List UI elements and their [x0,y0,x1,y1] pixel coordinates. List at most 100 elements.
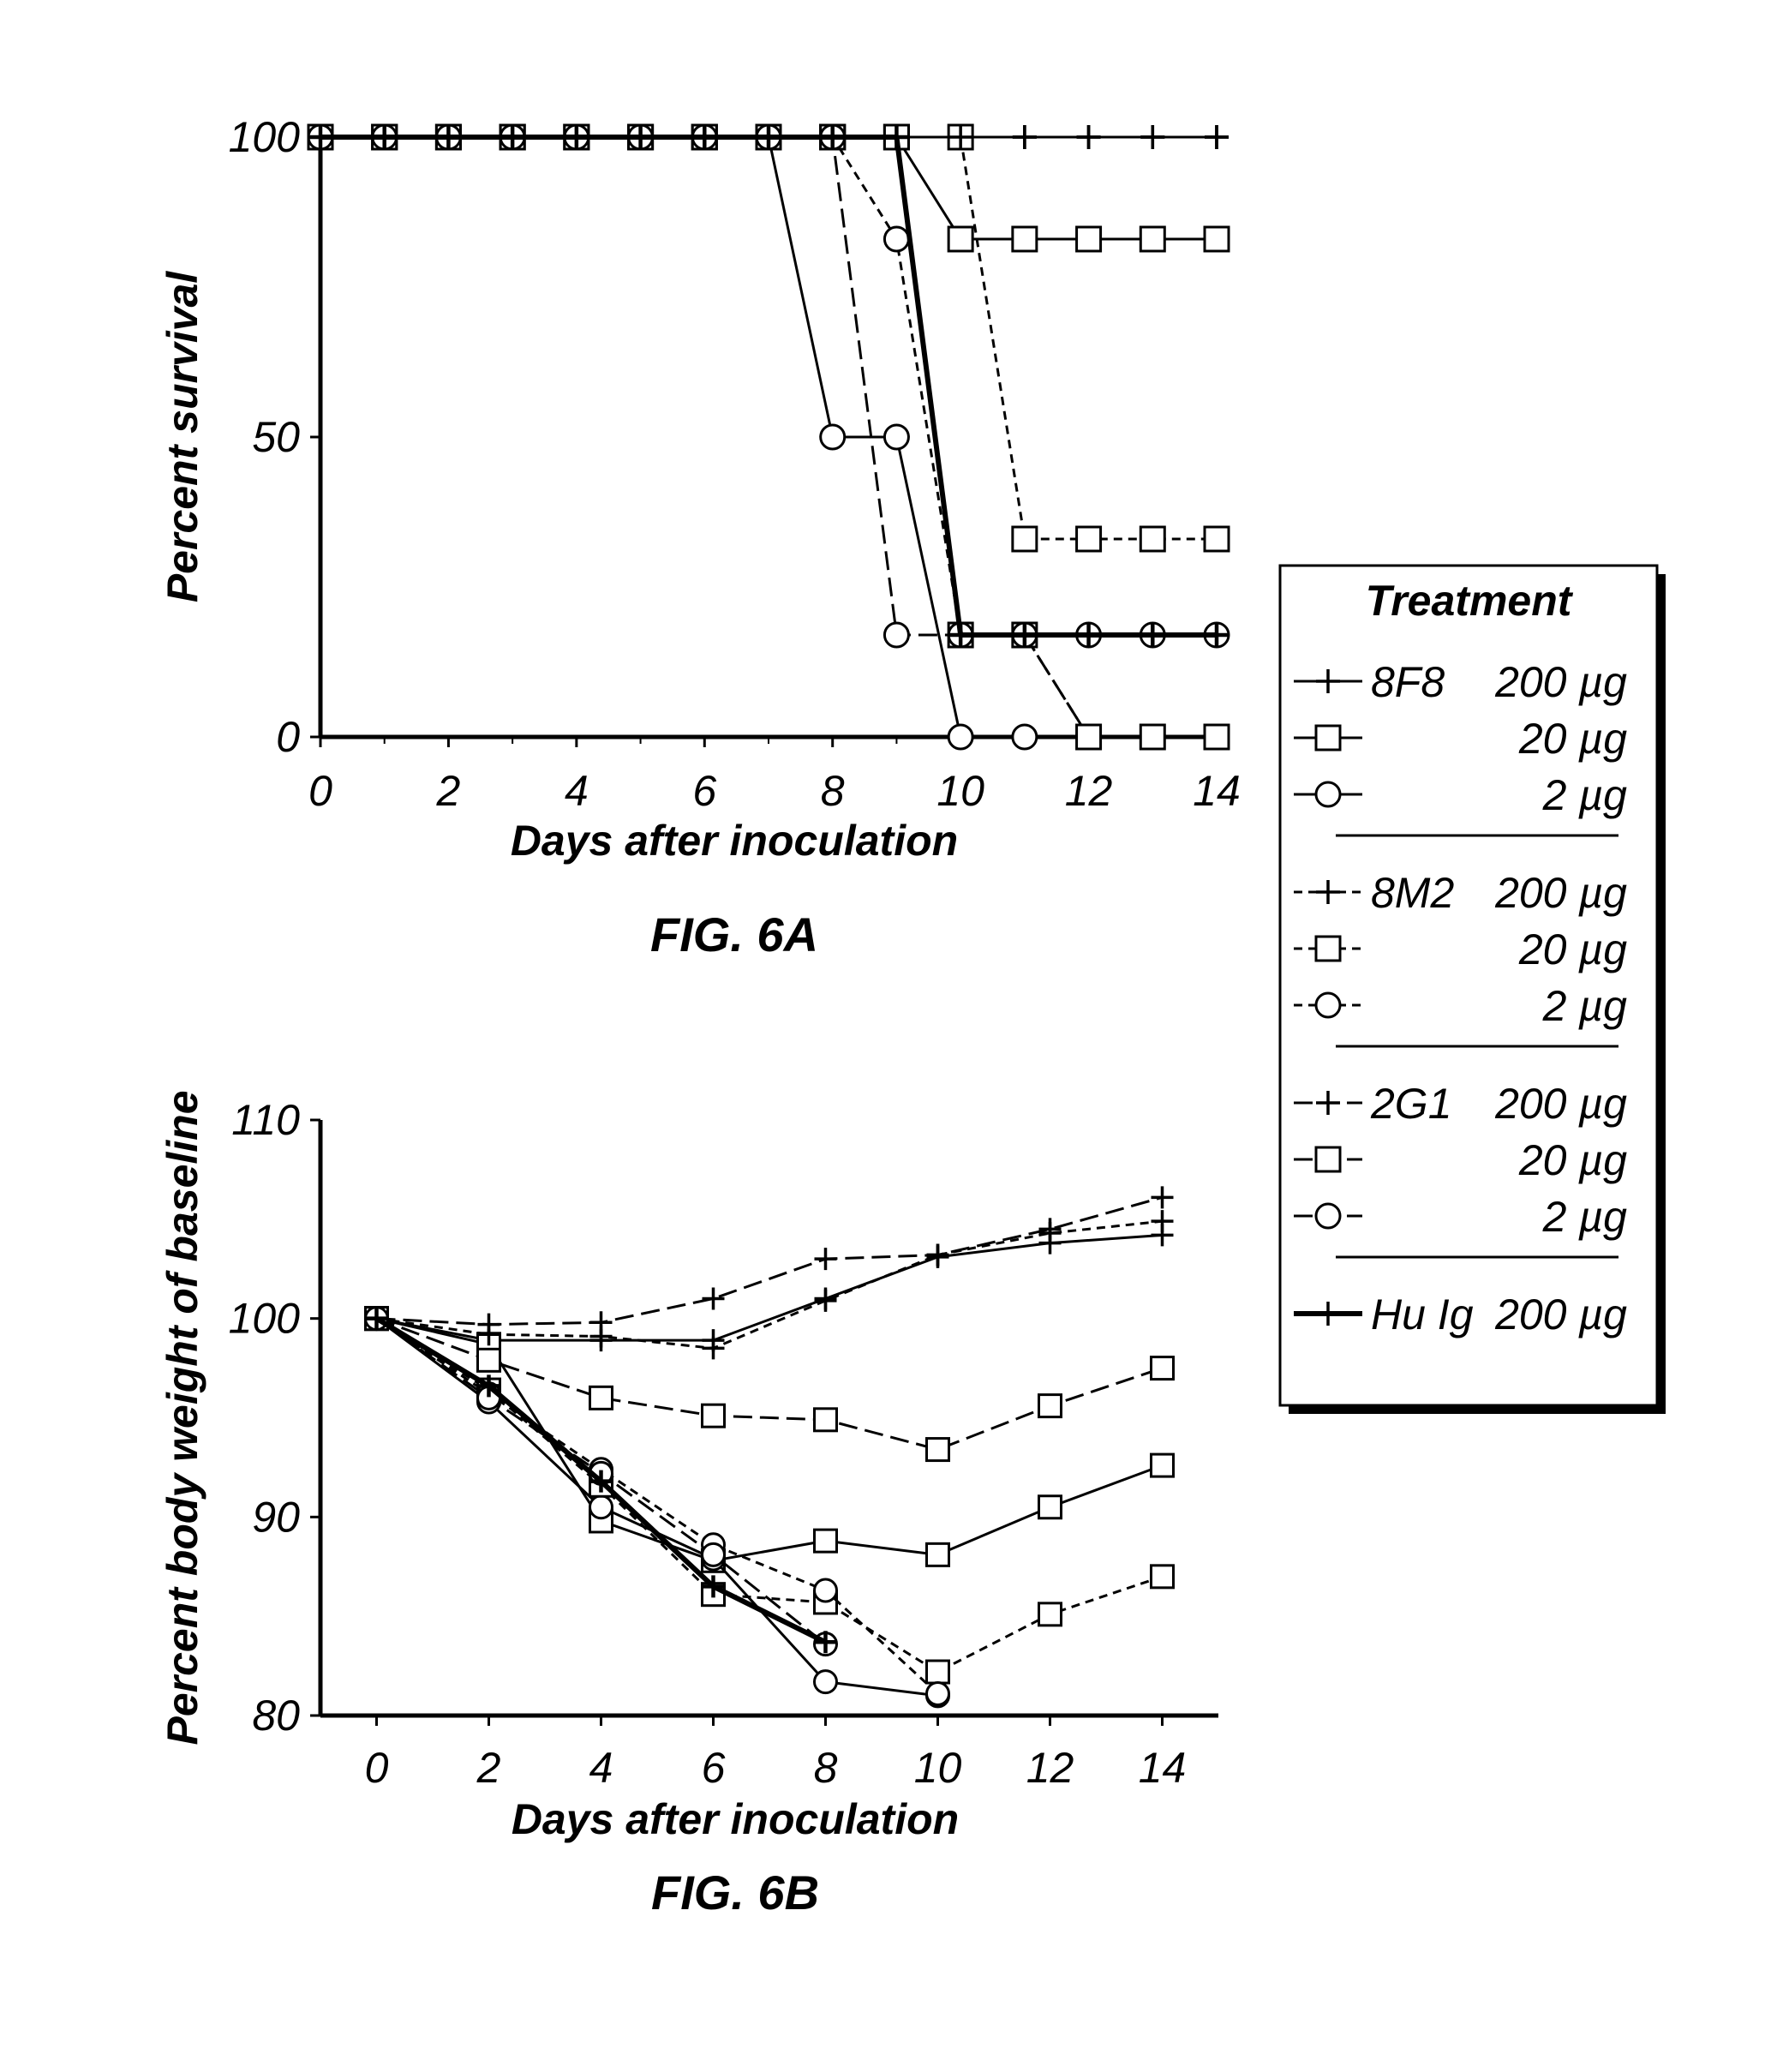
x-tick-label: 10 [936,767,984,815]
x-tick-label: 12 [1026,1744,1074,1792]
x-tick-label: 14 [1139,1744,1187,1792]
data-point [1152,1566,1174,1588]
x-tick-label: 0 [308,767,332,815]
legend-swatch-marker [1316,1204,1340,1228]
data-point [927,1439,949,1461]
legend-title: Treatment [1366,577,1574,625]
data-point [1140,227,1164,251]
data-point [1077,227,1101,251]
legend-swatch-marker [1316,993,1340,1017]
data-point [1077,527,1101,551]
y-axis-label: Percent survival [159,271,206,602]
data-point [1013,725,1037,749]
series-line [320,137,1217,635]
data-point [927,1543,949,1566]
data-point [815,1248,837,1270]
x-tick-label: 6 [702,1744,726,1792]
x-tick-label: 2 [436,767,461,815]
x-tick-label: 4 [565,767,589,815]
data-point [1039,1496,1062,1518]
data-point [815,1579,837,1602]
legend-dose: 20 µg [1518,715,1627,763]
data-point [1077,125,1101,149]
series-10 [366,1308,837,1654]
data-point [1039,1395,1062,1417]
legend-swatch-marker [1316,937,1340,961]
y-tick-label: 90 [252,1493,300,1541]
data-point [1140,125,1164,149]
x-tick-label: 4 [589,1744,613,1792]
data-point [590,1496,613,1518]
data-point [884,623,908,647]
data-point [478,1349,500,1371]
legend-swatch-marker [1316,726,1340,750]
figure-label: FIG. 6B [651,1865,819,1919]
data-point [1013,527,1037,551]
data-point [1152,1210,1174,1232]
legend-series-name: Hu Ig [1371,1291,1474,1338]
series-10 [308,125,1229,647]
legend-series-name: 8M2 [1371,869,1454,917]
data-point [927,1244,949,1267]
data-point [590,1386,613,1409]
data-point [815,1290,837,1312]
data-point [1205,125,1229,149]
legend-dose: 2 µg [1542,1193,1628,1241]
series-line [320,137,1217,239]
data-point [1140,725,1164,749]
data-point [1013,125,1037,149]
series-8 [308,125,1229,749]
data-point [1205,725,1229,749]
data-point [1039,1603,1062,1626]
x-tick-label: 10 [914,1744,962,1792]
x-tick-label: 8 [814,1744,838,1792]
legend-dose: 2 µg [1542,771,1628,819]
x-tick-label: 8 [821,767,845,815]
data-point [1077,725,1101,749]
y-tick-label: 0 [276,713,300,761]
legend-dose: 200 µg [1494,1080,1627,1128]
data-point [1205,527,1229,551]
data-point [703,1543,725,1566]
data-point [948,227,972,251]
data-point [821,425,845,449]
x-tick-label: 12 [1065,767,1113,815]
series-7 [366,1186,1174,1335]
y-tick-label: 50 [252,413,300,461]
data-point [703,1404,725,1427]
data-point [927,1661,949,1683]
data-point [948,725,972,749]
x-tick-label: 0 [365,1744,389,1792]
data-point [815,1530,837,1552]
y-tick-label: 110 [231,1096,300,1144]
x-tick-label: 6 [692,767,716,815]
legend-dose: 20 µg [1518,925,1627,973]
y-tick-label: 100 [229,113,301,161]
series-line [377,1197,1163,1324]
legend-swatch-marker [1316,1147,1340,1171]
series-line [377,1221,1163,1348]
data-point [815,1409,837,1431]
series-line [377,1319,938,1694]
series-line [320,137,1217,635]
legend-dose: 20 µg [1518,1136,1627,1184]
data-point [1140,527,1164,551]
data-point [1205,227,1229,251]
y-tick-label: 100 [229,1295,301,1343]
data-point [590,1311,613,1333]
figure-label: FIG. 6A [650,907,818,961]
data-point [703,1288,725,1310]
data-point [815,1671,837,1693]
legend-box: Treatment8F8200 µg20 µg2 µg8M2200 µg20 µ… [1280,566,1666,1414]
data-point [884,227,908,251]
legend-swatch-marker [1316,782,1340,806]
data-point [927,1683,949,1705]
x-tick-label: 14 [1193,767,1241,815]
y-axis-label: Percent body weight of baseline [159,1090,206,1745]
data-point [1152,1454,1174,1476]
data-point [1013,227,1037,251]
x-axis-label: Days after inoculation [512,1795,959,1843]
data-point [1152,1186,1174,1208]
x-tick-label: 2 [476,1744,501,1792]
